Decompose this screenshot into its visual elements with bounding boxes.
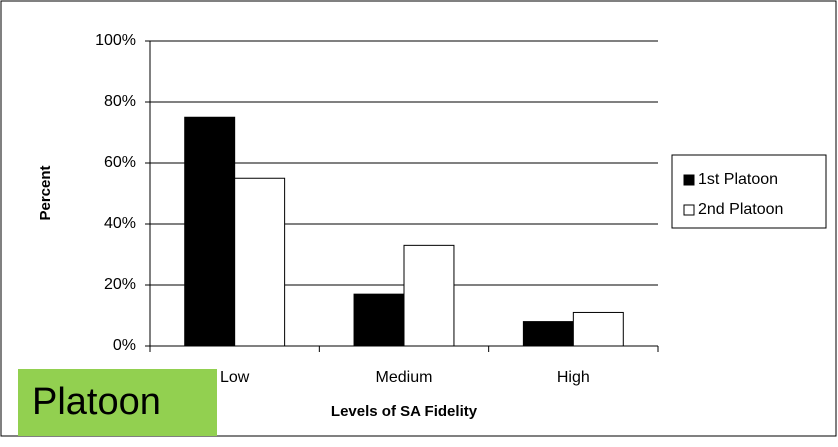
bar	[572, 311, 624, 347]
y-tick-label: 40%	[104, 215, 136, 232]
annotation-box	[18, 369, 217, 436]
bar	[234, 177, 286, 347]
bar	[184, 116, 236, 347]
bar	[403, 244, 455, 347]
annotation: Platoon	[32, 381, 161, 423]
y-tick-label: 80%	[104, 93, 136, 110]
y-tick-label: 20%	[104, 276, 136, 293]
y-tick-label: 100%	[95, 32, 136, 49]
legend-box	[671, 154, 827, 229]
bar	[522, 321, 574, 347]
legend-swatch	[683, 174, 695, 186]
y-tick-label: 60%	[104, 154, 136, 171]
y-tick-label: 0%	[113, 337, 136, 354]
y-axis-label: Percent	[37, 165, 54, 220]
x-tick-label: High	[557, 369, 590, 386]
x-axis-label: Levels of SA Fidelity	[331, 403, 478, 420]
x-tick-label: Medium	[376, 369, 433, 386]
legend-label: 1st Platoon	[698, 171, 778, 188]
legend-label: 2nd Platoon	[698, 201, 783, 218]
x-tick-label: Low	[220, 369, 250, 386]
legend-swatch	[683, 204, 695, 216]
bar	[353, 293, 405, 347]
